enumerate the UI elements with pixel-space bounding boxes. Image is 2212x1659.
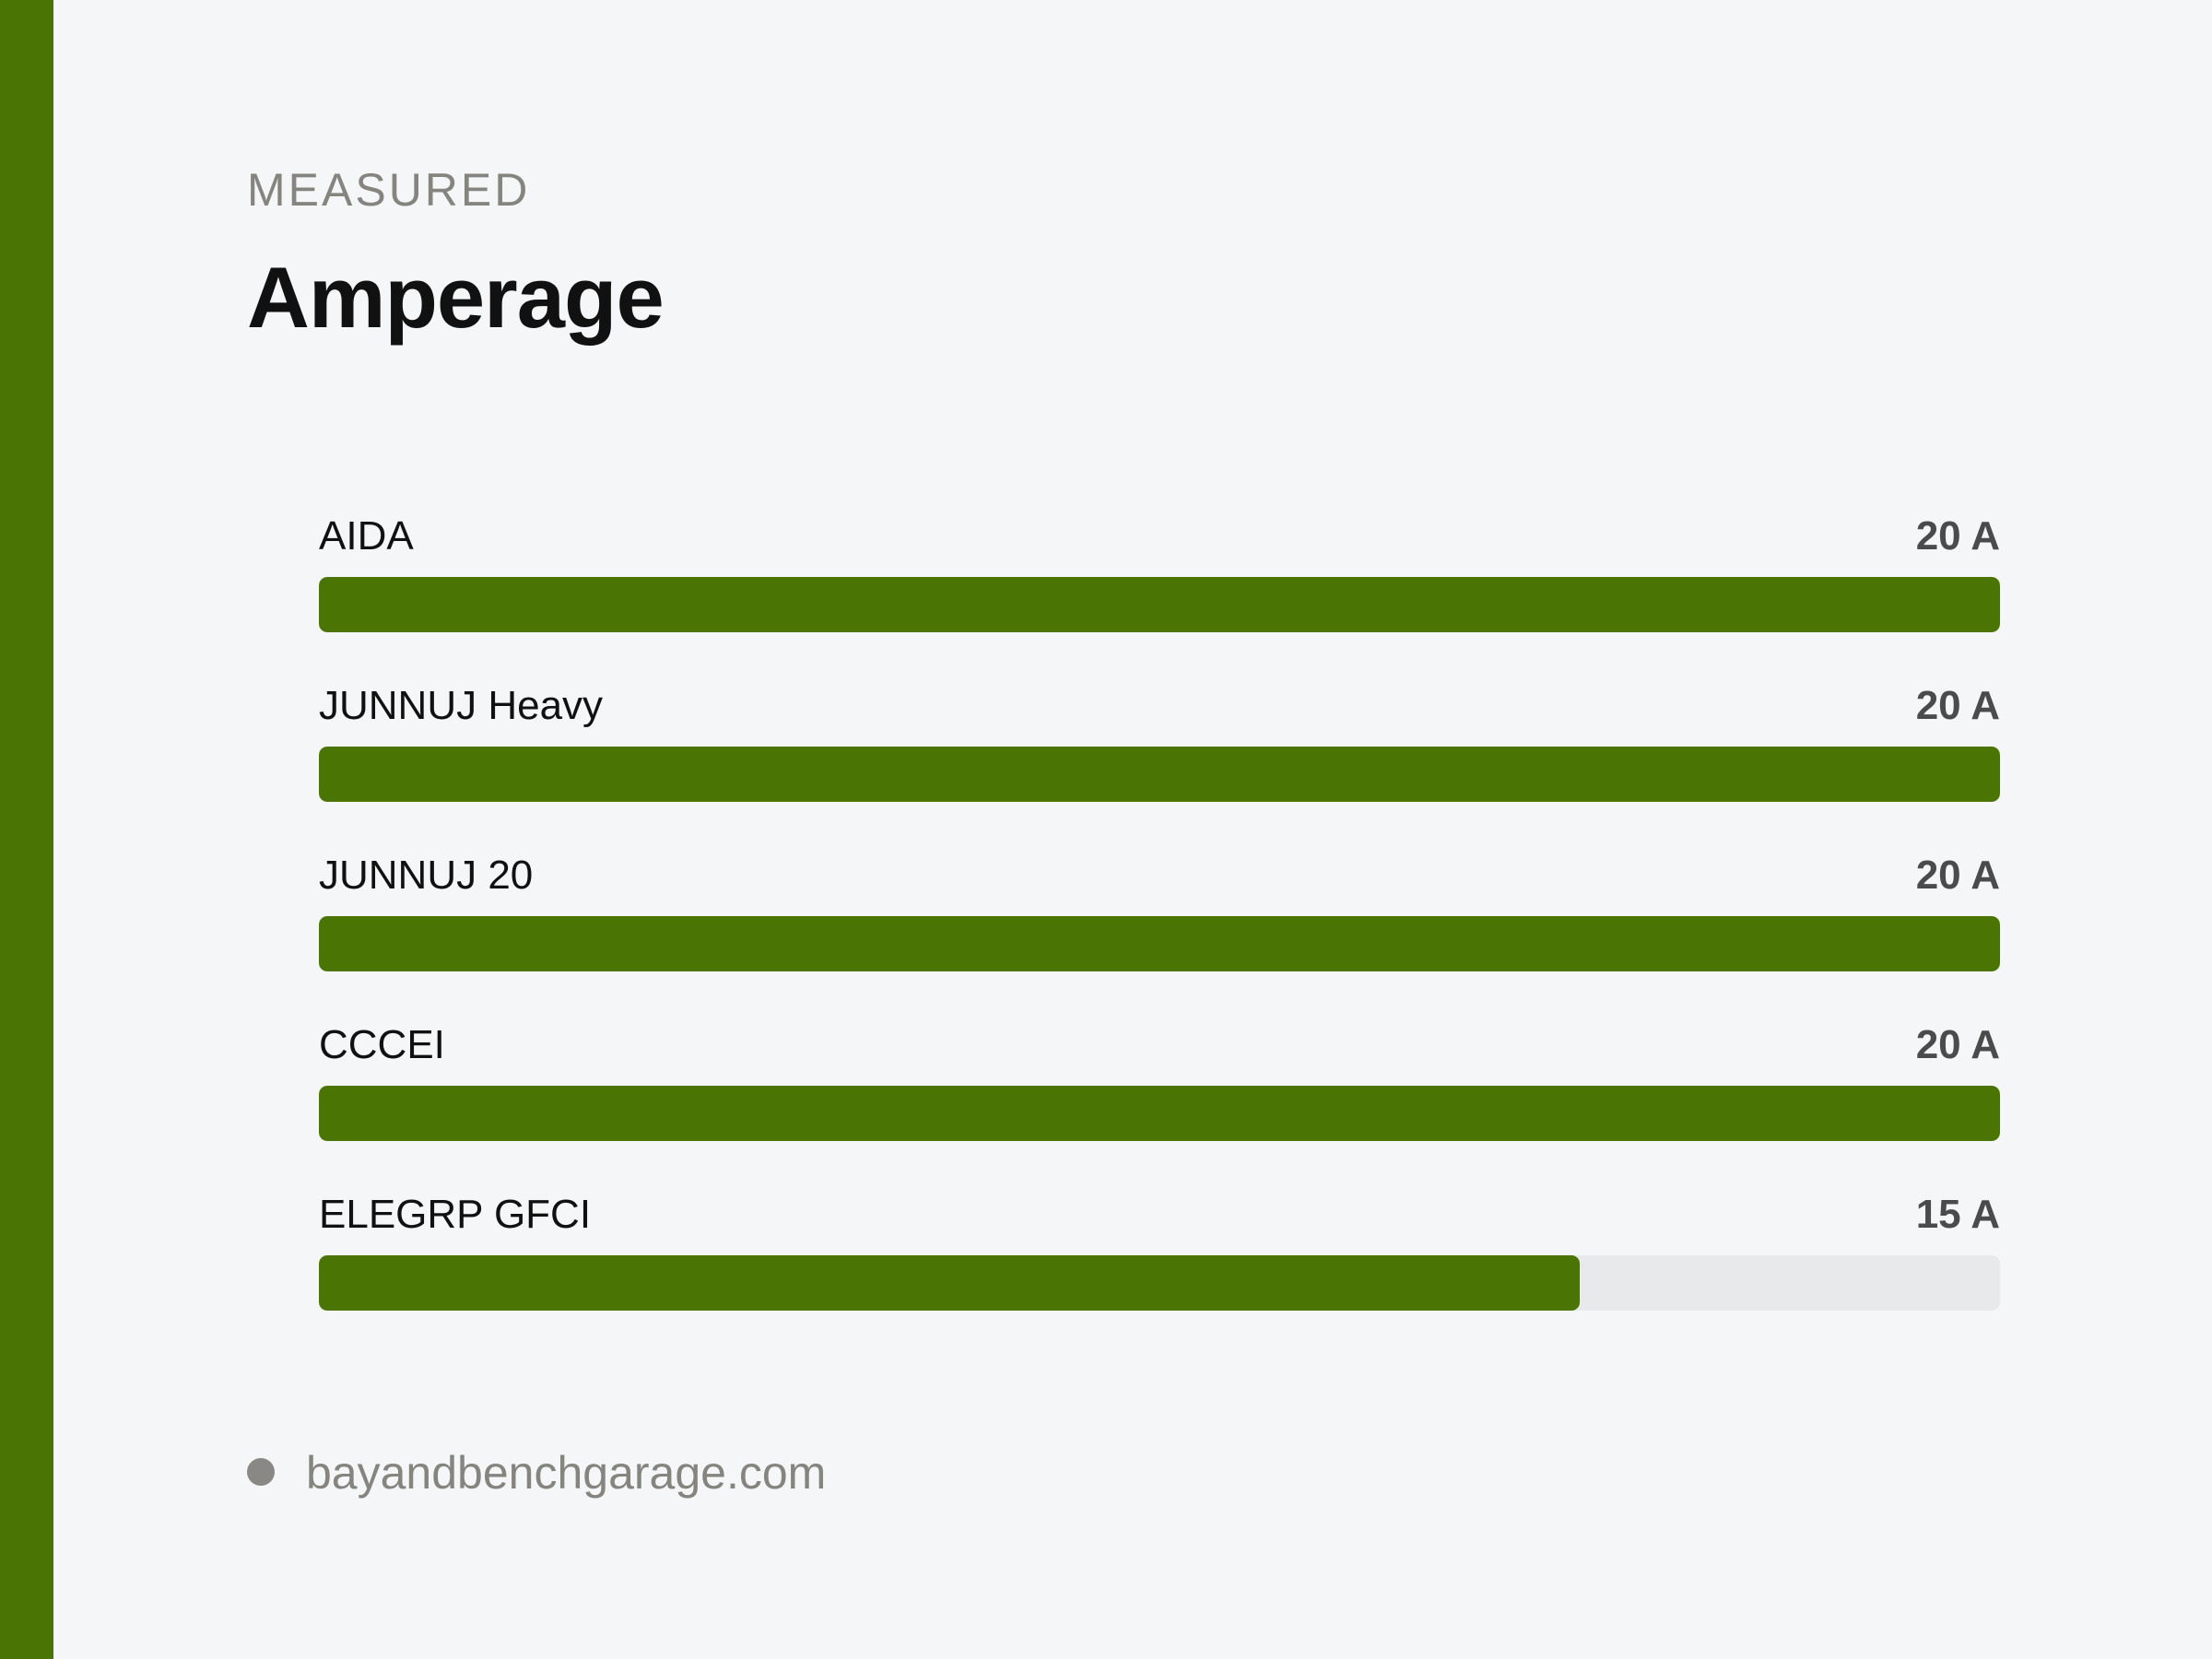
chart-eyebrow: MEASURED (247, 164, 531, 216)
bar-track (319, 577, 2000, 632)
bar-value-label: 20 A (1915, 853, 2000, 898)
bar-label: JUNNUJ Heavy (319, 683, 604, 728)
bar (319, 1255, 1580, 1311)
source-label: bayandbenchgarage.com (306, 1447, 827, 1499)
bar-label: JUNNUJ 20 (319, 853, 534, 898)
bar-value-label: 20 A (1915, 1022, 2000, 1067)
chart-title: Amperage (247, 249, 665, 346)
bar-value-label: 20 A (1915, 683, 2000, 728)
bar-row: JUNNUJ Heavy 20 A (319, 678, 2000, 807)
footer-dot-icon (247, 1458, 275, 1486)
bar-label: ELEGRP GFCI (319, 1192, 592, 1237)
bar-track (319, 916, 2000, 971)
bar (319, 577, 2000, 632)
bar (319, 747, 2000, 802)
bar-label: AIDA (319, 513, 414, 559)
bar-value-label: 15 A (1915, 1192, 2000, 1237)
bar-track (319, 747, 2000, 802)
bar-row: CCCEI 20 A (319, 1018, 2000, 1147)
accent-bar (0, 0, 53, 1659)
bar-row: JUNNUJ 20 20 A (319, 848, 2000, 977)
bar-row: AIDA 20 A (319, 509, 2000, 638)
bar (319, 916, 2000, 971)
bar-track (319, 1255, 2000, 1311)
bar-value-label: 20 A (1915, 513, 2000, 559)
bar-row: ELEGRP GFCI 15 A (319, 1187, 2000, 1316)
bar-label: CCCEI (319, 1022, 445, 1067)
bar-track (319, 1086, 2000, 1141)
bar (319, 1086, 2000, 1141)
